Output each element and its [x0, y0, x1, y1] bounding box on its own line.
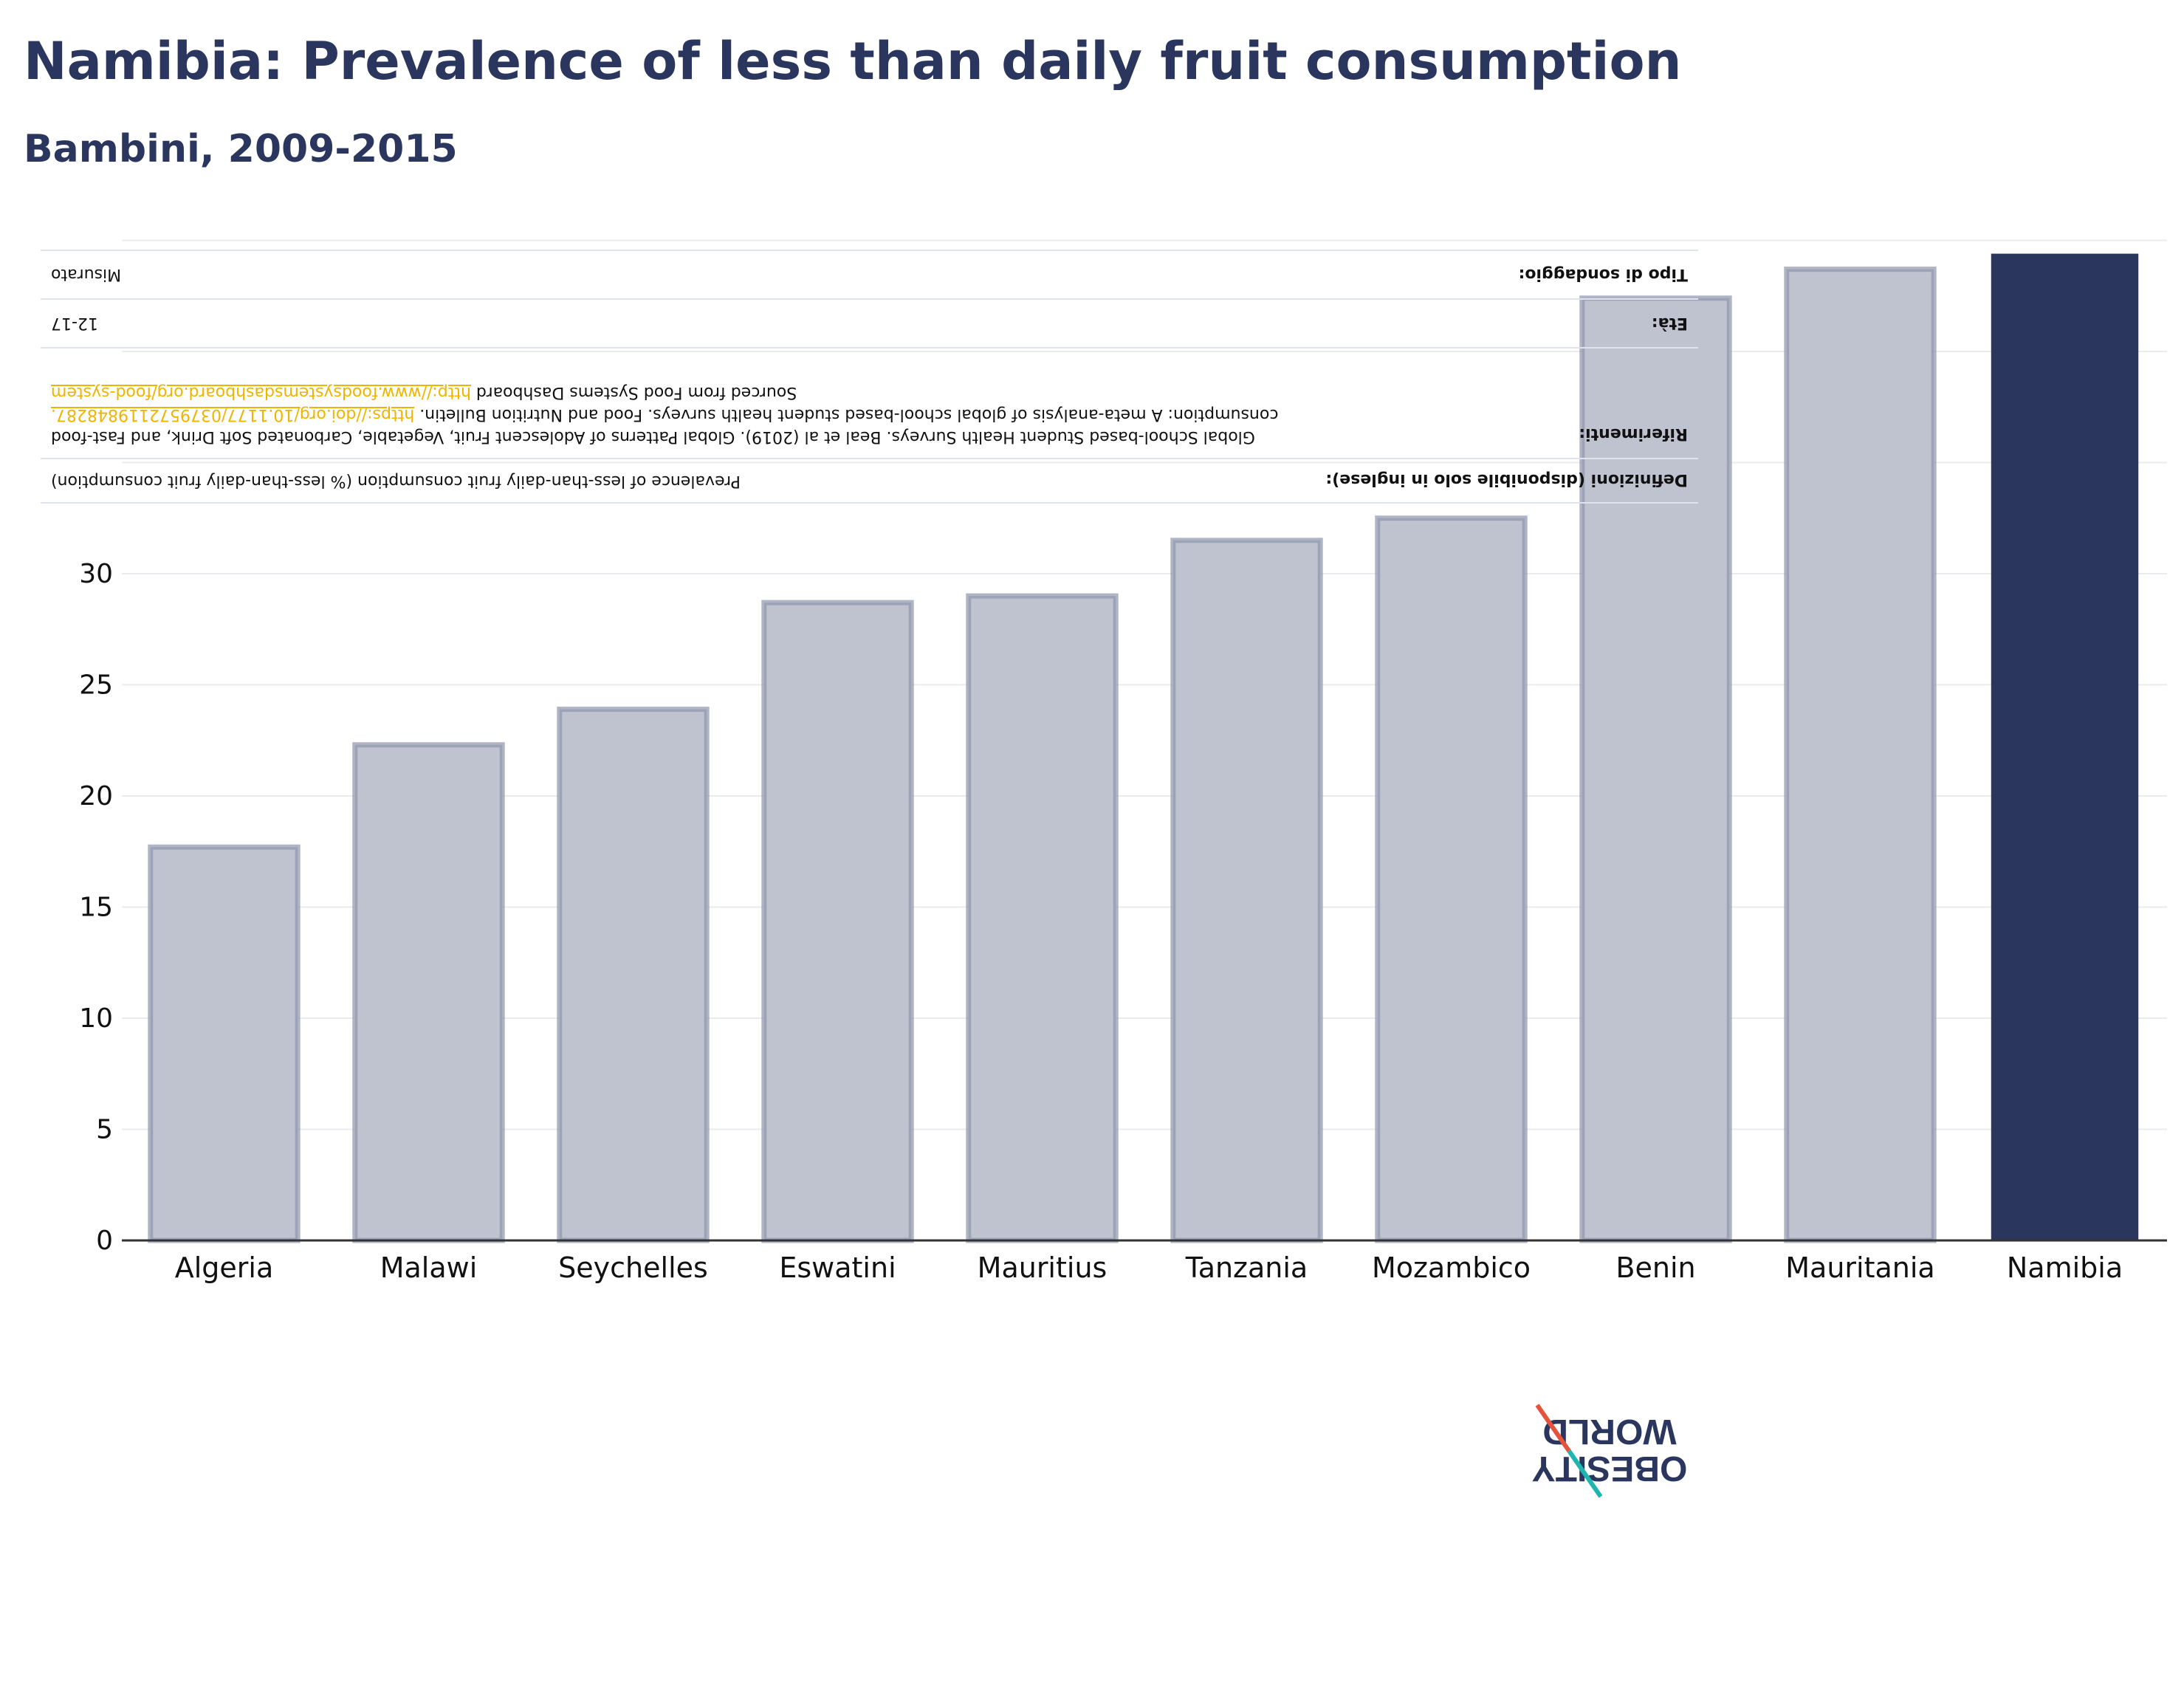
references-value: Global School-based Student Health Surve… — [51, 381, 1291, 447]
x-tick-label: Mozambico — [1372, 1252, 1531, 1284]
y-tick-label: 5 — [96, 1115, 113, 1145]
bar-benin[interactable] — [1579, 295, 1732, 1243]
x-tick-label: Seychelles — [558, 1252, 708, 1284]
bar-eswatini[interactable] — [761, 600, 914, 1243]
survey-key: Tipo di sondaggio: — [1518, 265, 1688, 284]
y-tick-label: 30 — [79, 559, 113, 589]
definitions-key: Definizioni (disponibile solo in inglese… — [1325, 470, 1688, 489]
bar-algeria[interactable] — [148, 844, 301, 1243]
x-tick-label: Tanzania — [1185, 1252, 1308, 1284]
references-dashboard-link[interactable]: http://www.foodsystemsdashboard.org/food… — [51, 383, 471, 402]
x-tick-label: Benin — [1615, 1252, 1695, 1284]
y-tick-label: 0 — [96, 1226, 113, 1256]
x-tick-label: Mauritius — [978, 1252, 1108, 1284]
definitions-value: Prevalence of less-than-daily fruit cons… — [51, 472, 741, 490]
chart-title: Namibia: Prevalence of less than daily f… — [24, 31, 1682, 92]
x-tick-label: Malawi — [380, 1252, 478, 1284]
definitions-panel: Definizioni (disponibile solo in inglese… — [41, 230, 1698, 504]
logo-red-stroke — [1535, 1404, 1571, 1452]
references-row: Riferimenti: Global School-based Student… — [41, 347, 1698, 459]
obesity-world-logo: OBESITY WORLD — [1532, 1404, 1688, 1498]
bar-namibia[interactable] — [1991, 253, 2139, 1240]
logo-obesity-text: OBESITY — [1532, 1449, 1688, 1488]
axes: 0 5 10 15 20 25 30 Algeria Malawi Seychelles Eswat… — [79, 559, 2167, 1284]
references-key: Riferimenti: — [1579, 425, 1688, 443]
x-tick-label: Mauritania — [1785, 1252, 1934, 1284]
bar-malawi[interactable] — [352, 742, 505, 1243]
y-tick-label: 10 — [79, 1003, 113, 1034]
references-source: Sourced from Food Systems Dashboard — [470, 383, 797, 402]
bar-mauritius[interactable] — [966, 593, 1119, 1243]
logo-teal-stroke — [1567, 1449, 1603, 1498]
bar-mozambico[interactable] — [1375, 515, 1528, 1243]
chart-subtitle: Bambini, 2009-2015 — [24, 127, 458, 171]
age-value: 12-17 — [51, 314, 98, 332]
x-tick-label: Algeria — [175, 1252, 274, 1284]
y-tick-label: 25 — [79, 670, 113, 701]
y-tick-label: 20 — [79, 781, 113, 811]
x-tick-label: Namibia — [2007, 1252, 2123, 1284]
bar-tanzania[interactable] — [1170, 538, 1323, 1243]
x-tick-label: Eswatini — [779, 1252, 896, 1284]
references-doi-link[interactable]: https://doi.org/10.1177/0379572119848287… — [51, 405, 415, 424]
bar-mauritania[interactable] — [1784, 267, 1937, 1243]
definitions-row: Definizioni (disponibile solo in inglese… — [41, 458, 1698, 504]
bars — [148, 253, 2139, 1243]
survey-row: Tipo di sondaggio: Misurato — [41, 250, 1698, 300]
bar-seychelles[interactable] — [557, 707, 710, 1243]
age-row: Età: 12-17 — [41, 298, 1698, 349]
y-tick-label: 15 — [79, 893, 113, 923]
survey-value: Misurato — [51, 265, 122, 284]
age-key: Età: — [1651, 314, 1688, 332]
